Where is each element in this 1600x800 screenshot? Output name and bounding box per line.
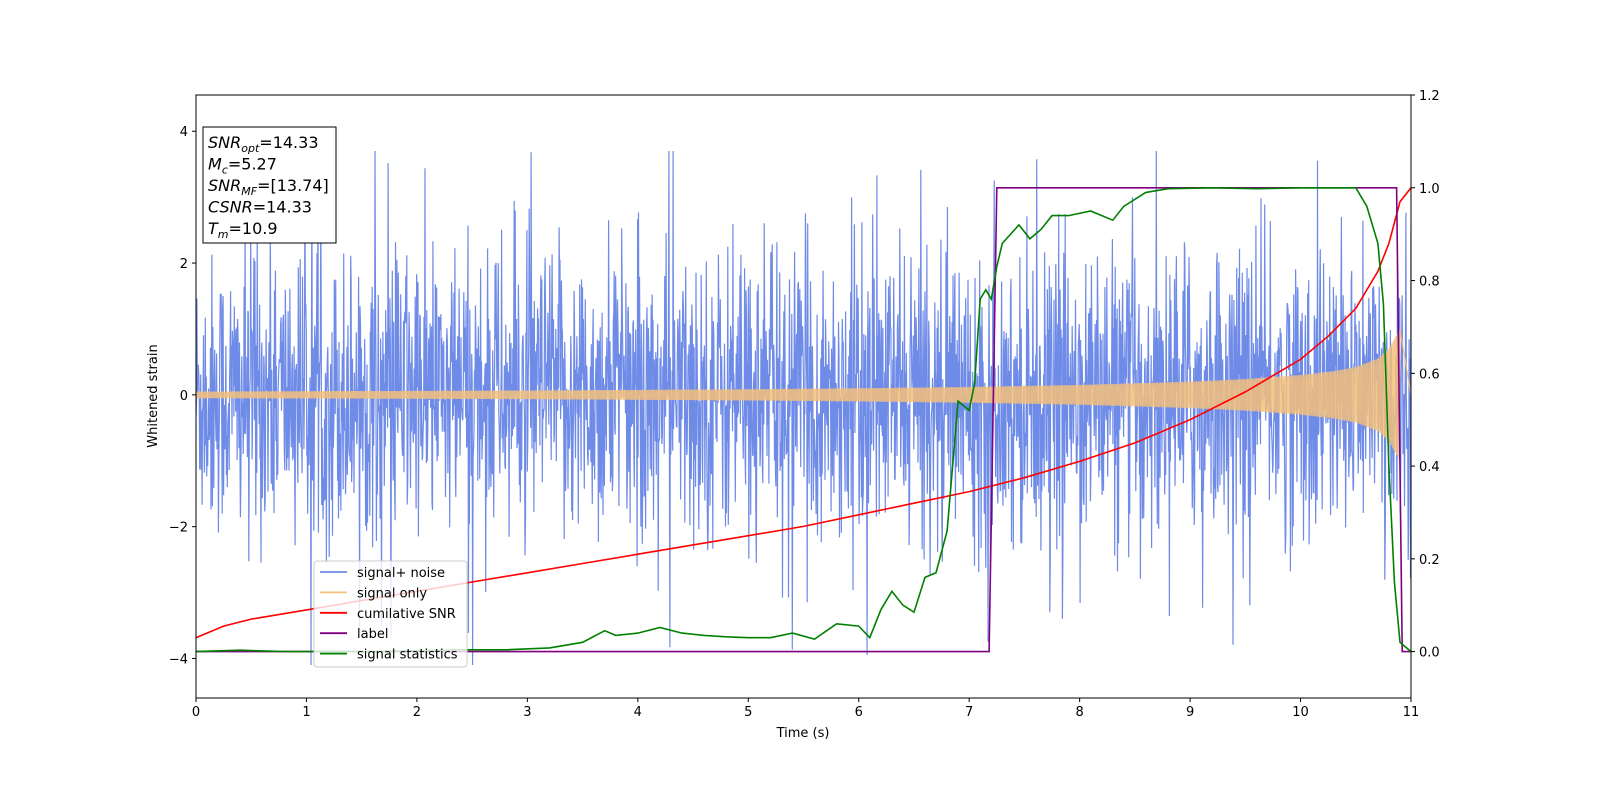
x-tick-label: 6 bbox=[855, 705, 863, 720]
y-right-tick-label: 0.0 bbox=[1419, 646, 1440, 661]
info-box-frame bbox=[202, 126, 337, 244]
y-right-tick-label: 1.2 bbox=[1419, 89, 1440, 104]
info-line: Tm=10.9 bbox=[208, 219, 278, 241]
x-tick-label: 3 bbox=[523, 705, 531, 720]
x-tick-label: 7 bbox=[965, 705, 973, 720]
y-right-tick-label: 0.8 bbox=[1419, 275, 1440, 290]
y-right-tick-label: 0.4 bbox=[1419, 460, 1440, 475]
y-left-tick-label: −4 bbox=[169, 652, 188, 667]
legend-box bbox=[313, 560, 468, 668]
x-tick-label: 1 bbox=[302, 705, 310, 720]
x-tick-label: 5 bbox=[744, 705, 752, 720]
info-line: Mc=5.27 bbox=[208, 155, 277, 177]
axes-layer: 0 1 2 3 4 5 6 7 8 9 10 11 −4 −2 0 2 4 0.0 0.2 0.4 0.6 0.8 1.0 1… bbox=[169, 89, 1440, 720]
info-line: SNRMF=[13.74] bbox=[208, 176, 329, 198]
y-axis-label: Whitened strain bbox=[146, 344, 161, 447]
info-annotation-box: SNRopt=14.33Mc=5.27SNRMF=[13.74]CSNR=14.… bbox=[202, 126, 337, 244]
y-right-tick-label: 0.6 bbox=[1419, 367, 1440, 382]
legend-entry-label: signal+ noise bbox=[357, 566, 445, 581]
legend: signal+ noise signal only cumilative SNR la… bbox=[313, 560, 468, 668]
x-tick-label: 11 bbox=[1403, 705, 1420, 720]
info-line: SNRopt=14.33 bbox=[208, 133, 319, 155]
series-signal-statistics bbox=[196, 186, 1411, 653]
y-left-tick-label: 2 bbox=[180, 257, 188, 272]
legend-entry-label: label bbox=[357, 627, 388, 642]
x-tick-label: 10 bbox=[1292, 705, 1309, 720]
series-signal-only bbox=[196, 328, 1411, 460]
y-right-tick-label: 1.0 bbox=[1419, 182, 1440, 197]
legend-entry-label: signal only bbox=[357, 586, 427, 601]
y-left-tick-label: 4 bbox=[180, 125, 188, 140]
y-right-tick-label: 0.2 bbox=[1419, 553, 1440, 568]
y-left-tick-label: −2 bbox=[169, 521, 188, 536]
info-line: CSNR=14.33 bbox=[208, 198, 312, 217]
y-left-tick-label: 0 bbox=[180, 389, 188, 404]
x-tick-label: 8 bbox=[1075, 705, 1083, 720]
legend-entry-label: cumilative SNR bbox=[357, 607, 456, 622]
x-axis-label: Time (s) bbox=[776, 726, 830, 741]
legend-entry-label: signal statistics bbox=[357, 648, 458, 663]
x-tick-label: 9 bbox=[1186, 705, 1194, 720]
plot-frame bbox=[195, 94, 1412, 699]
x-tick-label: 2 bbox=[413, 705, 421, 720]
x-tick-label: 4 bbox=[634, 705, 642, 720]
x-tick-label: 0 bbox=[192, 705, 200, 720]
